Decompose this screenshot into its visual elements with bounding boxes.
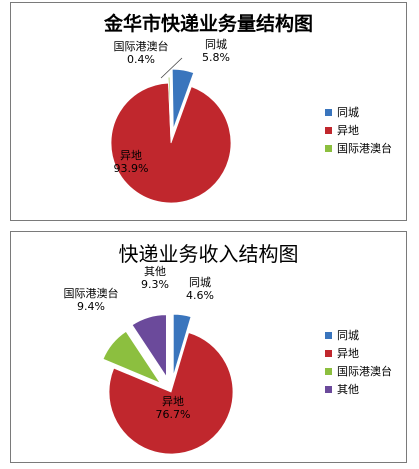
- chart-panel-revenue: 快递业务收入结构图 同城 4.6% 异地 76.7% 国际港澳台 9.4% 其他 9.3% 同…: [10, 231, 407, 463]
- legend-item: 其他: [325, 380, 392, 398]
- slice-label-category: 国际港澳台: [114, 39, 169, 53]
- legend: 同城 异地 国际港澳台: [325, 103, 392, 157]
- legend-item: 异地: [325, 344, 392, 362]
- slice-label-value: 5.8%: [202, 51, 230, 64]
- slice-label-value: 4.6%: [186, 289, 214, 302]
- chart-title: 金华市快递业务量结构图: [103, 13, 313, 35]
- legend-label: 国际港澳台: [337, 142, 392, 155]
- slice-label-value: 9.4%: [77, 300, 105, 313]
- slice-label-category: 其他: [144, 265, 166, 278]
- legend-item: 国际港澳台: [325, 139, 392, 157]
- pie-slice: [171, 68, 195, 130]
- leader-line: [160, 57, 183, 79]
- legend-item: 异地: [325, 121, 392, 139]
- slice-label-category: 同城: [189, 276, 211, 289]
- legend-swatch: [325, 385, 332, 393]
- legend-label: 其他: [337, 383, 359, 396]
- pie-slice: [108, 332, 234, 455]
- pie-slice: [167, 76, 172, 138]
- pie-slice: [131, 314, 167, 379]
- chart-title: 快递业务收入结构图: [118, 242, 299, 266]
- slice-label-value: 0.4%: [127, 53, 155, 66]
- legend-label: 同城: [337, 329, 359, 342]
- legend-item: 同城: [325, 103, 392, 121]
- legend-item: 国际港澳台: [325, 362, 392, 380]
- slice-label-value: 93.9%: [114, 162, 149, 175]
- legend-label: 异地: [337, 124, 359, 137]
- legend-label: 同城: [337, 106, 359, 119]
- legend-swatch: [325, 144, 332, 152]
- slice-label-value: 9.3%: [141, 278, 169, 291]
- pie-slice: [110, 82, 232, 204]
- slice-label-category: 国际港澳台: [64, 286, 119, 300]
- legend-label: 异地: [337, 347, 359, 360]
- slice-label-category: 同城: [205, 38, 227, 51]
- pie-slice: [102, 330, 162, 384]
- legend: 同城 异地 国际港澳台 其他: [325, 326, 392, 398]
- slice-label-value: 76.7%: [156, 408, 191, 421]
- legend-label: 国际港澳台: [337, 365, 392, 378]
- legend-swatch: [325, 126, 332, 134]
- pie-slice: [172, 313, 192, 377]
- legend-swatch: [325, 349, 332, 357]
- slice-label-category: 异地: [162, 395, 184, 408]
- legend-item: 同城: [325, 326, 392, 344]
- legend-swatch: [325, 367, 332, 375]
- legend-swatch: [325, 331, 332, 339]
- legend-swatch: [325, 108, 332, 116]
- chart-panel-volume: 金华市快递业务量结构图 同城 5.8% 异地 93.9% 国际港澳台 0.4% 同城 异地…: [10, 2, 407, 221]
- slice-label-category: 异地: [120, 149, 142, 162]
